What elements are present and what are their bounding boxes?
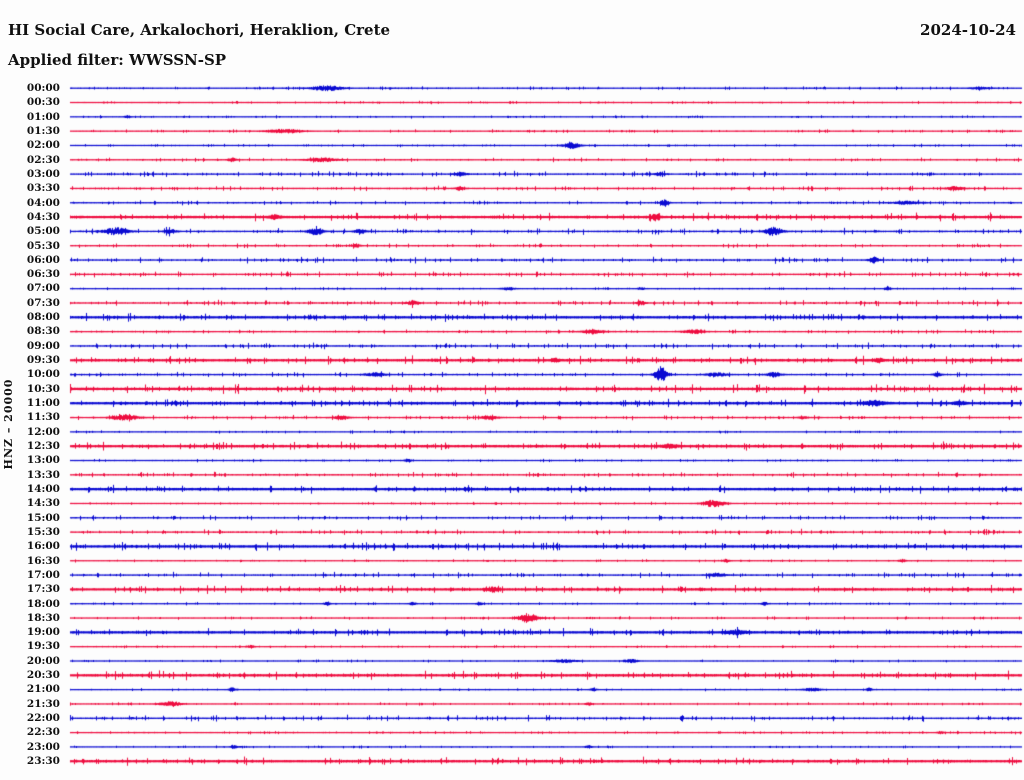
time-label: 16:00 xyxy=(26,540,60,553)
time-label: 21:00 xyxy=(26,683,60,696)
time-label: 12:00 xyxy=(26,425,60,438)
time-label: 10:00 xyxy=(26,368,60,381)
time-label: 07:00 xyxy=(26,282,60,295)
time-label: 18:00 xyxy=(26,597,60,610)
time-label: 22:30 xyxy=(26,726,60,739)
time-label: 17:00 xyxy=(26,568,60,581)
time-label: 19:30 xyxy=(26,640,60,653)
time-label: 00:00 xyxy=(26,82,60,94)
time-label: 15:30 xyxy=(26,525,60,538)
time-label: 20:00 xyxy=(26,654,60,667)
time-label: 16:30 xyxy=(26,554,60,567)
time-label: 03:30 xyxy=(26,182,60,195)
time-label: 00:30 xyxy=(26,96,60,109)
time-label: 07:30 xyxy=(26,296,60,309)
time-label: 01:30 xyxy=(26,124,60,137)
time-label: 22:00 xyxy=(26,712,60,725)
time-label: 12:30 xyxy=(26,440,60,452)
time-label: 02:00 xyxy=(26,139,60,152)
time-label: 13:30 xyxy=(26,468,60,481)
time-label: 05:00 xyxy=(26,225,60,238)
time-label: 13:00 xyxy=(26,454,60,467)
time-label: 20:30 xyxy=(26,669,60,682)
time-label: 17:30 xyxy=(26,583,60,596)
time-label: 02:30 xyxy=(26,153,60,166)
time-label: 06:00 xyxy=(26,253,60,266)
time-label: 11:00 xyxy=(26,397,60,410)
time-label: 18:30 xyxy=(26,611,60,624)
time-label: 11:30 xyxy=(26,411,60,424)
time-label: 10:30 xyxy=(26,382,60,395)
time-label: 04:30 xyxy=(26,210,60,223)
time-label: 23:00 xyxy=(26,740,60,753)
time-label: 08:30 xyxy=(26,325,60,338)
time-label: 06:30 xyxy=(26,268,60,281)
time-label: 09:00 xyxy=(26,339,60,352)
time-label: 19:00 xyxy=(26,626,60,639)
time-label: 05:30 xyxy=(26,239,60,252)
time-label: 08:00 xyxy=(26,311,60,324)
time-label: 15:00 xyxy=(26,511,60,524)
time-label: 14:30 xyxy=(26,497,60,510)
time-label: 09:30 xyxy=(26,354,60,367)
time-label: 01:00 xyxy=(26,110,60,123)
time-label: 21:30 xyxy=(26,697,60,710)
time-label: 03:00 xyxy=(26,167,60,180)
time-label: 04:00 xyxy=(26,196,60,209)
time-label: 23:30 xyxy=(26,755,60,768)
time-label: 14:00 xyxy=(26,482,60,495)
